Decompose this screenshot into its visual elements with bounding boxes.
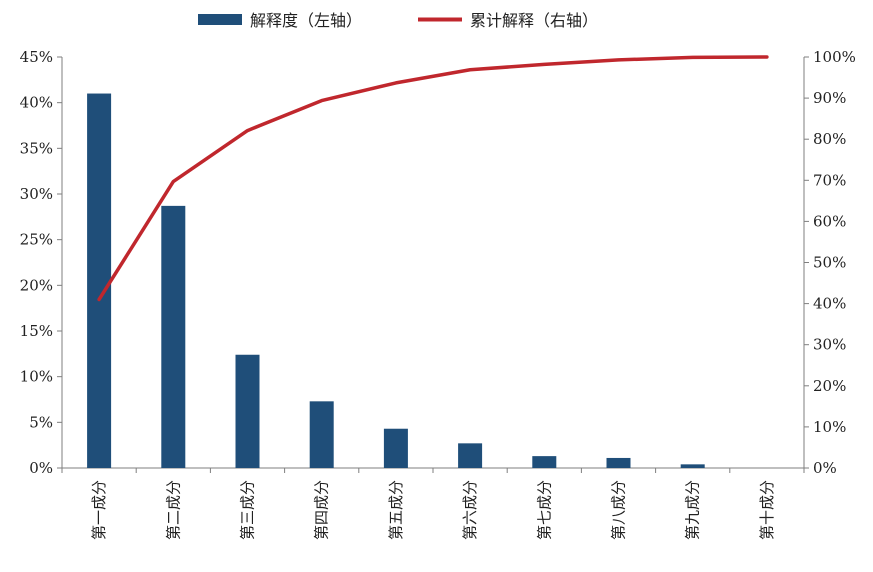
right-tick-label: 80% bbox=[813, 130, 846, 148]
category-label: 第七成分 bbox=[535, 480, 553, 540]
legend-label-bar: 解释度（左轴） bbox=[250, 11, 362, 30]
legend-label-line: 累计解释（右轴） bbox=[470, 11, 598, 30]
right-tick-label: 50% bbox=[813, 254, 846, 272]
category-label: 第九成分 bbox=[684, 480, 702, 540]
right-tick-label: 0% bbox=[813, 459, 837, 477]
bar bbox=[87, 93, 112, 469]
legend-swatch-bar bbox=[198, 14, 242, 25]
left-tick-label: 25% bbox=[20, 231, 53, 249]
bar bbox=[680, 464, 705, 468]
category-labels: 第一成分 第二成分 第三成分 第四成分 第五成分 第六成分 第七成分 第八成分 第九成分 第十成分 bbox=[90, 480, 776, 540]
category-label: 第八成分 bbox=[610, 480, 628, 540]
bar bbox=[383, 428, 408, 468]
left-tick-label: 5% bbox=[29, 413, 53, 431]
axes: 0% 5% 10% 15% 20% 25% 30% 35% 40% 45% 0% 10% 20% 30% 4… bbox=[20, 48, 856, 477]
bar bbox=[309, 401, 334, 468]
left-tick-label: 15% bbox=[20, 322, 53, 340]
bar-series bbox=[87, 93, 705, 469]
right-tick-label: 70% bbox=[813, 171, 846, 189]
category-label: 第三成分 bbox=[239, 480, 257, 540]
left-tick-label: 10% bbox=[20, 368, 53, 386]
left-tick-label: 45% bbox=[20, 48, 53, 66]
category-label: 第六成分 bbox=[461, 480, 479, 540]
bar bbox=[458, 443, 483, 468]
bar bbox=[161, 205, 186, 468]
right-tick-label: 60% bbox=[813, 212, 846, 230]
left-tick-label: 40% bbox=[20, 94, 53, 112]
bar bbox=[532, 456, 557, 468]
bar bbox=[606, 457, 631, 468]
category-label: 第一成分 bbox=[90, 480, 108, 540]
legend: 解释度（左轴） 累计解释（右轴） bbox=[198, 11, 598, 30]
left-tick-label: 0% bbox=[29, 459, 53, 477]
right-tick-label: 10% bbox=[813, 418, 846, 436]
category-label: 第二成分 bbox=[164, 480, 182, 540]
category-label: 第十成分 bbox=[758, 480, 776, 540]
bar bbox=[235, 354, 260, 468]
left-tick-label: 30% bbox=[20, 185, 53, 203]
category-label: 第四成分 bbox=[313, 480, 331, 540]
left-tick-label: 35% bbox=[20, 139, 53, 157]
right-tick-label: 90% bbox=[813, 89, 846, 107]
right-tick-label: 100% bbox=[813, 48, 856, 66]
left-tick-label: 20% bbox=[20, 276, 53, 294]
cumulative-line bbox=[97, 55, 769, 302]
right-tick-label: 20% bbox=[813, 377, 846, 395]
category-label: 第五成分 bbox=[387, 480, 405, 540]
line-series bbox=[97, 55, 769, 302]
right-tick-label: 40% bbox=[813, 295, 846, 313]
right-tick-label: 30% bbox=[813, 336, 846, 354]
